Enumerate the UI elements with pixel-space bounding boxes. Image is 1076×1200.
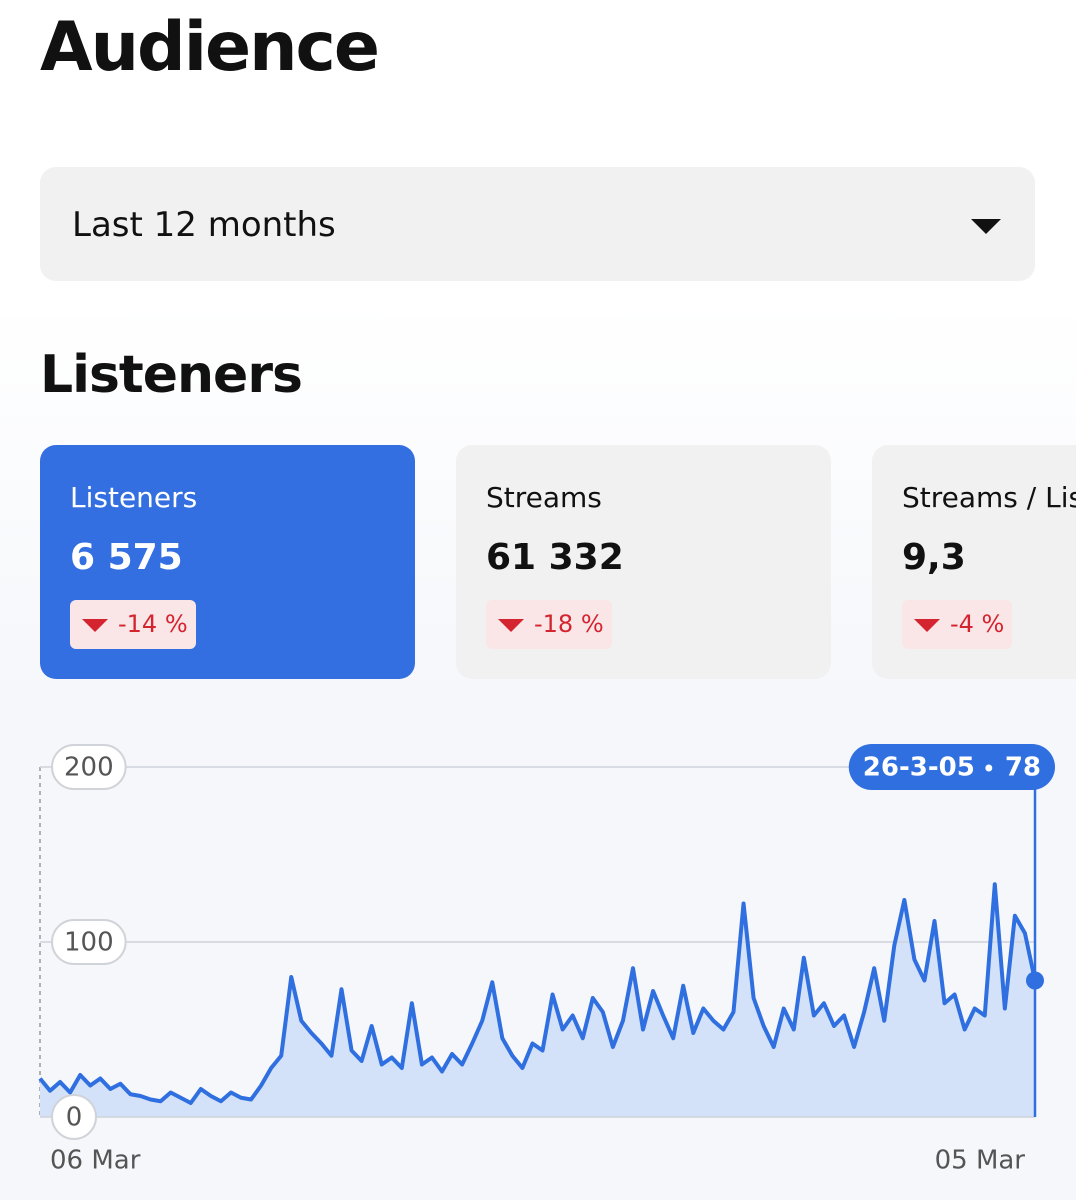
y-tick-label: 200 (64, 753, 114, 783)
x-tick-label: 06 Mar (50, 1146, 141, 1176)
tooltip: 78 26-3-05 (848, 744, 1055, 790)
y-tick-label: 100 (64, 928, 114, 958)
card-value: 9,3 (902, 537, 966, 578)
x-tick-label: 05 Mar (935, 1146, 1026, 1176)
period-dropdown[interactable]: Last 12 months (40, 167, 1035, 281)
dropdown-value: Last 12 months (72, 205, 336, 245)
line (38, 882, 1037, 1105)
change-text: -18 % (534, 610, 604, 638)
hover-point (1026, 971, 1044, 990)
card-value: 61 332 (486, 537, 624, 578)
tooltip-pill (848, 744, 1055, 790)
y-tick-pill (51, 1094, 97, 1140)
metric-cards: Listeners 6 575 -14 % Streams 61 332 -18 % Str… (40, 445, 1076, 685)
metric-card[interactable]: Streams / Lis 9,3 -4 % (872, 445, 1076, 679)
card-value: 6 575 (70, 537, 183, 578)
dropdown-arrow (971, 219, 1001, 234)
change-text: -14 % (118, 610, 188, 638)
y-tick: 100 (51, 919, 127, 965)
y-tick: 0 (51, 1094, 97, 1140)
change-badge: -14 % (70, 600, 196, 649)
y-tick-pill (51, 919, 127, 965)
down-arrow (498, 619, 524, 632)
card-label: Listeners (70, 481, 198, 514)
y-tick: 200 (51, 744, 127, 790)
change-badge: -4 % (902, 600, 1013, 649)
down-arrow (82, 619, 108, 632)
chart: 0 100 200 06 Mar 05 Mar 78 26-3-05 (38, 744, 1055, 1176)
y-tick-pill (51, 744, 127, 790)
down-arrow (914, 619, 940, 632)
card-label: Streams (486, 481, 602, 514)
change-text: -4 % (950, 610, 1005, 638)
metric-card[interactable]: Listeners 6 575 -14 % (40, 445, 415, 679)
page-title: Audience (40, 8, 380, 87)
tooltip-value: 78 (1005, 753, 1041, 783)
card-label: Streams / Lis (902, 481, 1076, 514)
tooltip-separator (985, 764, 993, 772)
change-badge: -18 % (486, 600, 612, 649)
section-title: Listeners (40, 345, 303, 405)
y-tick-label: 0 (66, 1103, 83, 1133)
tooltip-date: 26-3-05 (863, 753, 975, 783)
metric-card[interactable]: Streams 61 332 -18 % (456, 445, 831, 679)
area-fill (40, 884, 1035, 1117)
